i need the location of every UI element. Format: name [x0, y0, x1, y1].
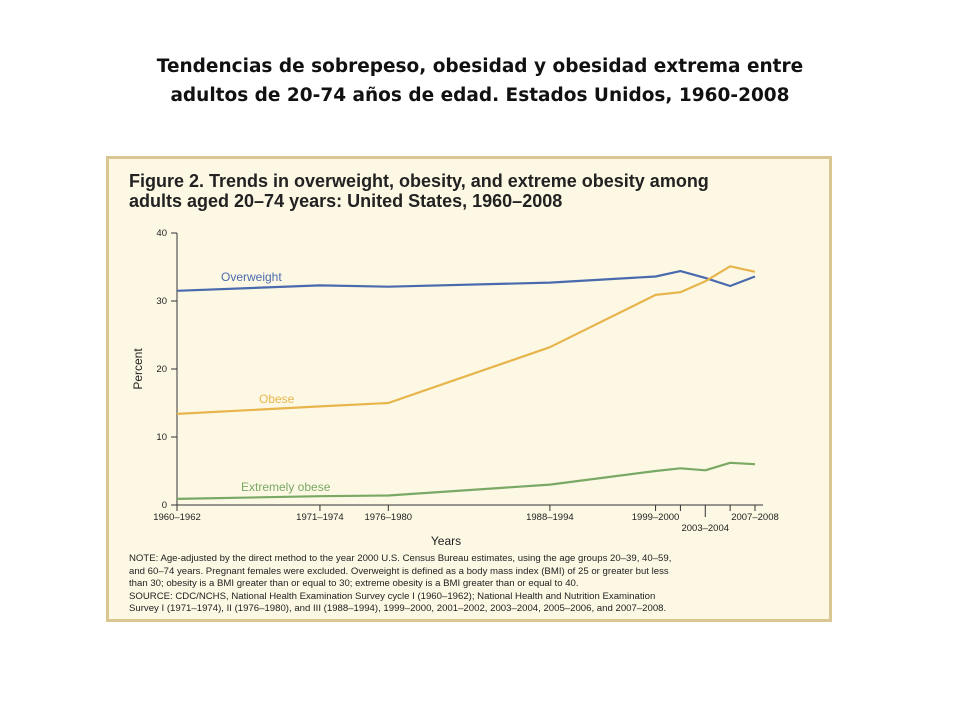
figure-title-line-2: adults aged 20–74 years: United States, … [129, 191, 563, 211]
x-tick-label: 1960–1962 [153, 512, 201, 523]
y-tick-label: 0 [162, 500, 167, 511]
chart-series-lines [176, 265, 756, 500]
x-tick-label: 2003–2004 [681, 523, 729, 534]
y-tick-label: 20 [156, 364, 167, 375]
slide-title-line-1: Tendencias de sobrepeso, obesidad y obes… [156, 56, 804, 77]
figure-note-line: and 60–74 years. Pregnant females were e… [129, 565, 669, 577]
figure-note-line: SOURCE: CDC/NCHS, National Health Examin… [129, 590, 656, 602]
x-tick-label: 2007–2008 [731, 512, 779, 523]
figure-note-line: NOTE: Age-adjusted by the direct method … [129, 553, 672, 564]
figure-panel: Figure 2. Trends in overweight, obesity,… [106, 156, 832, 622]
y-tick-label: 30 [156, 296, 167, 307]
series-label-overweight: Overweight [221, 270, 282, 284]
series-label-obese: Obese [259, 392, 295, 406]
y-tick-label: 40 [156, 228, 167, 239]
x-tick-label: 1999–2000 [632, 512, 680, 523]
slide-title-line-2: adultos de 20-74 años de edad. Estados U… [170, 85, 790, 106]
figure-note: NOTE: Age-adjusted by the direct method … [129, 553, 819, 616]
series-label-extremely-obese: Extremely obese [241, 480, 331, 494]
figure-title-line-1: Figure 2. Trends in overweight, obesity,… [129, 171, 709, 191]
x-tick-label: 1971–1974 [296, 512, 344, 523]
chart-axes: 0 10 20 30 40 Percent 1960–1962 1971–1974 1976–1… [131, 228, 779, 548]
figure-note-line: Survey I (1971–1974), II (1976–1980), an… [129, 603, 667, 615]
slide-title: Tendencias de sobrepeso, obesidad y obes… [80, 52, 880, 110]
x-axis-title: Years [431, 534, 461, 548]
x-tick-label: 1976–1980 [365, 512, 413, 523]
figure-title: Figure 2. Trends in overweight, obesity,… [129, 171, 819, 211]
figure-note-line: than 30; obesity is a BMI greater than o… [129, 578, 579, 590]
x-tick-label: 1988–1994 [526, 512, 574, 523]
y-axis-title: Percent [131, 348, 145, 390]
chart-series-labels: Overweight Obese Extremely obese [221, 270, 331, 494]
y-tick-label: 10 [156, 432, 167, 443]
line-chart: 0 10 20 30 40 Percent 1960–1962 1971–1974 1976–1… [131, 228, 779, 548]
